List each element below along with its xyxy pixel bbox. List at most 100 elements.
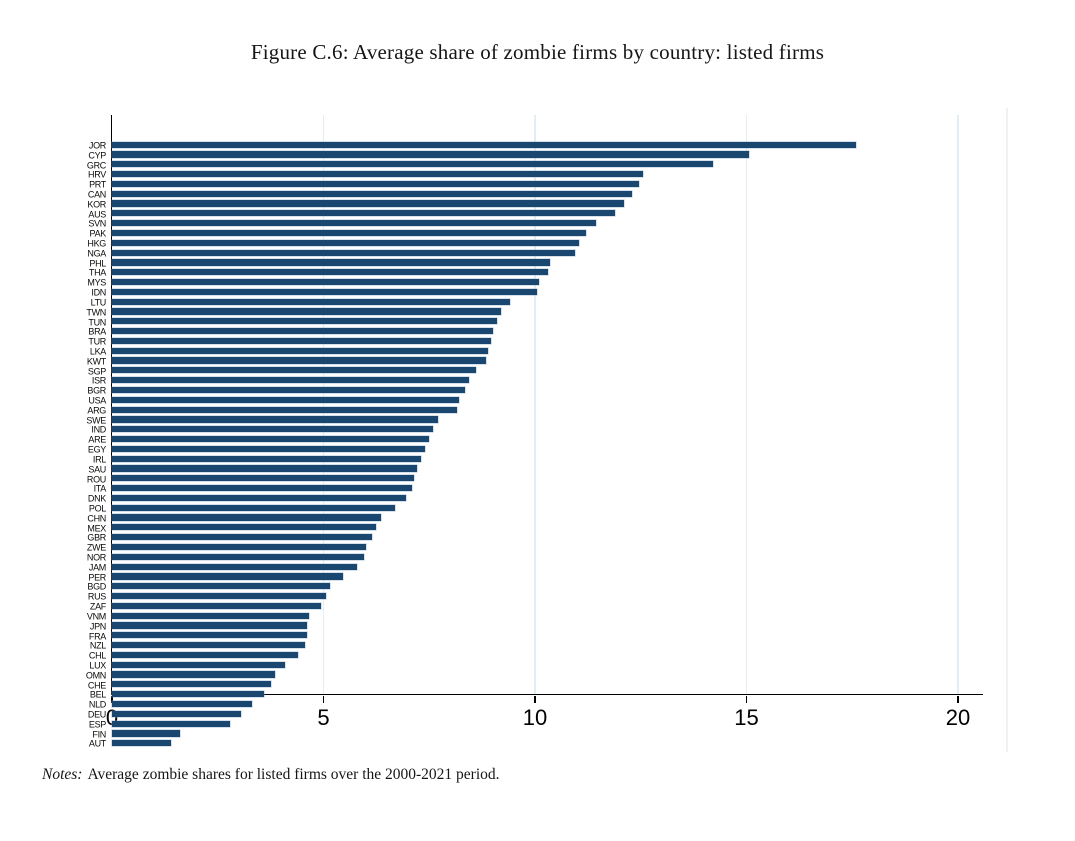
bar-row-PER: PER bbox=[88, 573, 983, 582]
bar-row-TUN: TUN bbox=[88, 318, 983, 327]
bar-GBR bbox=[112, 534, 373, 541]
bar-row-IND: IND bbox=[91, 425, 983, 435]
bar-EGY bbox=[112, 445, 426, 452]
country-label-JPN: JPN bbox=[89, 621, 106, 632]
country-label-GBR: GBR bbox=[87, 532, 106, 543]
bar-row-OMN: OMN bbox=[86, 671, 983, 680]
bar-row-ZWE: ZWE bbox=[87, 543, 983, 553]
country-label-FRA: FRA bbox=[88, 631, 106, 642]
country-label-ZAF: ZAF bbox=[89, 601, 106, 612]
bar-USA bbox=[112, 396, 459, 403]
bar-row-BGR: BGR bbox=[87, 386, 983, 396]
country-label-PER: PER bbox=[88, 572, 106, 583]
bar-row-SAU: SAU bbox=[88, 465, 983, 474]
bar-VNM bbox=[112, 612, 309, 619]
bar-IRL bbox=[112, 455, 421, 462]
country-label-ZWE: ZWE bbox=[86, 542, 106, 553]
country-label-DEU: DEU bbox=[87, 709, 106, 720]
country-label-LUX: LUX bbox=[89, 660, 106, 671]
bar-BGD bbox=[112, 583, 330, 590]
country-label-NLD: NLD bbox=[88, 699, 106, 710]
graph-region-right-edge bbox=[1006, 108, 1008, 752]
bar-row-LUX: LUX bbox=[89, 661, 983, 671]
country-label-KOR: KOR bbox=[87, 199, 106, 210]
gridline-20 bbox=[957, 115, 959, 694]
notes-label: Notes: bbox=[42, 766, 83, 783]
country-label-NGA: NGA bbox=[87, 248, 106, 259]
bar-THA bbox=[112, 269, 548, 276]
bar-row-CHL: CHL bbox=[89, 651, 983, 661]
bar-row-ARE: ARE bbox=[88, 435, 983, 445]
bar-row-ITA: ITA bbox=[94, 484, 983, 494]
country-label-PHL: PHL bbox=[89, 258, 106, 269]
bar-row-GRC: GRC bbox=[87, 161, 983, 170]
bar-AUS bbox=[112, 210, 616, 217]
bar-CHL bbox=[112, 651, 299, 659]
bar-CAN bbox=[112, 190, 633, 197]
x-tick-10 bbox=[534, 695, 536, 703]
bar-row-BEL: BEL bbox=[90, 690, 983, 700]
bar-row-JPN: JPN bbox=[90, 622, 983, 631]
bar-ESP bbox=[112, 720, 231, 727]
bar-TWN bbox=[112, 308, 502, 315]
bar-row-JOR: JOR bbox=[89, 141, 983, 151]
bar-row-PAK: PAK bbox=[90, 229, 983, 239]
country-label-CHE: CHE bbox=[87, 680, 106, 691]
bar-row-VNM: VNM bbox=[87, 612, 983, 622]
country-label-ISR: ISR bbox=[91, 375, 106, 386]
bar-row-HKG: HKG bbox=[87, 239, 983, 249]
bar-row-GBR: GBR bbox=[87, 533, 983, 543]
bar-row-SVN: SVN bbox=[88, 219, 983, 229]
country-label-RUS: RUS bbox=[87, 591, 106, 602]
bar-row-FIN: FIN bbox=[92, 730, 983, 739]
country-label-TUR: TUR bbox=[88, 336, 106, 347]
bar-RUS bbox=[112, 592, 326, 600]
gridline-5 bbox=[322, 115, 325, 694]
country-label-AUS: AUS bbox=[88, 209, 106, 220]
bar-BGR bbox=[112, 386, 466, 394]
country-label-BRA: BRA bbox=[88, 326, 106, 337]
country-label-GRC: GRC bbox=[86, 160, 106, 171]
bar-row-MEX: MEX bbox=[87, 524, 983, 533]
bar-row-ISR: ISR bbox=[92, 376, 983, 386]
country-label-HKG: HKG bbox=[87, 238, 106, 249]
country-label-ARG: ARG bbox=[87, 405, 106, 416]
country-label-ESP: ESP bbox=[88, 719, 106, 730]
bar-CYP bbox=[112, 151, 749, 158]
bar-row-NLD: NLD bbox=[89, 700, 983, 710]
bar-row-TUR: TUR bbox=[88, 337, 983, 347]
country-label-NZL: NZL bbox=[89, 640, 106, 651]
bar-row-NGA: NGA bbox=[87, 249, 983, 259]
bar-ITA bbox=[112, 485, 413, 492]
bar-NOR bbox=[112, 553, 364, 560]
bar-NZL bbox=[112, 642, 306, 649]
bar-HKG bbox=[112, 239, 580, 246]
bar-SAU bbox=[112, 465, 417, 472]
country-label-PRT: PRT bbox=[89, 179, 106, 190]
country-label-IRL: IRL bbox=[92, 454, 106, 465]
country-label-JOR: JOR bbox=[88, 140, 106, 151]
bar-OMN bbox=[112, 671, 275, 678]
country-label-TWN: TWN bbox=[86, 307, 106, 318]
country-label-VNM: VNM bbox=[86, 611, 106, 622]
bar-JAM bbox=[112, 563, 358, 570]
bar-MEX bbox=[112, 524, 377, 531]
country-label-AUT: AUT bbox=[88, 738, 106, 749]
bar-row-MYS: MYS bbox=[87, 278, 983, 288]
bar-row-IRL: IRL bbox=[93, 455, 983, 465]
country-label-LKA: LKA bbox=[89, 346, 106, 357]
country-label-JAM: JAM bbox=[88, 562, 106, 573]
bar-row-PRT: PRT bbox=[89, 180, 983, 190]
bar-row-JAM: JAM bbox=[89, 563, 983, 573]
country-label-DNK: DNK bbox=[87, 493, 106, 504]
country-label-SVN: SVN bbox=[88, 218, 106, 229]
bar-ZWE bbox=[112, 543, 366, 551]
gridline-10 bbox=[534, 115, 536, 694]
bar-FRA bbox=[112, 632, 307, 639]
bar-TUN bbox=[112, 318, 497, 325]
country-label-PAK: PAK bbox=[89, 228, 107, 239]
country-label-TUN: TUN bbox=[88, 317, 106, 328]
bar-BRA bbox=[112, 328, 493, 335]
bars-container: JOR CYP GRC HRV PRT CAN KOR AUS SVN PAK HKG NGA PHL T… bbox=[86, 115, 983, 748]
country-label-THA: THA bbox=[88, 267, 106, 278]
